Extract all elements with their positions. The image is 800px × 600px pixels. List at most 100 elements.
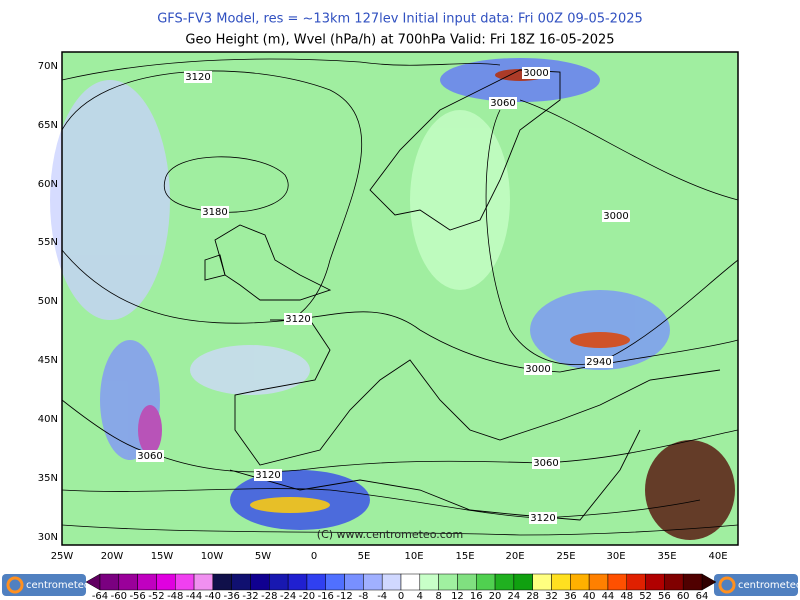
contour — [485, 109, 739, 365]
contour — [61, 249, 739, 373]
contour-label: 3180 — [202, 207, 227, 218]
colorbar-label: -32 — [242, 591, 258, 600]
contour-labels: 3120 3180 3120 3000 3060 3000 2940 3000 3060 3120… — [136, 67, 630, 524]
lat-label: 65N — [38, 120, 58, 131]
colorbar-box — [175, 573, 195, 591]
logo-text: centrometeo — [738, 580, 800, 591]
colorbar-box — [570, 573, 590, 591]
colorbar-box — [306, 573, 326, 591]
map-area — [50, 51, 739, 546]
colorbar-box — [212, 573, 232, 591]
colorbar-label: -60 — [111, 591, 127, 600]
colorbar-label: 28 — [526, 591, 539, 600]
colorbar-label: 44 — [602, 591, 615, 600]
contour-label-bg — [136, 450, 164, 462]
colorbar-label: -44 — [186, 591, 202, 600]
colorbar-label: 60 — [677, 591, 690, 600]
colorbar-label: 16 — [470, 591, 483, 600]
colorbar-label: -52 — [148, 591, 164, 600]
colorbar-label: 52 — [639, 591, 652, 600]
colorbar-label: -8 — [358, 591, 368, 600]
colorbar-label: 4 — [417, 591, 423, 600]
colorbar-box — [231, 573, 251, 591]
contour — [519, 99, 739, 201]
colorbar-box — [193, 573, 214, 591]
contour — [61, 70, 363, 321]
coast-britain — [214, 224, 332, 301]
colorbar-box — [118, 573, 138, 591]
lat-label: 45N — [38, 355, 58, 366]
logo-ring — [718, 576, 736, 594]
colorbar-label: -20 — [299, 591, 315, 600]
contour-label: 3120 — [255, 470, 280, 481]
coast-ireland — [204, 254, 226, 281]
lat-label: 40N — [38, 414, 58, 425]
colorbar-label: 0 — [398, 591, 404, 600]
coast-scandinavia — [369, 69, 561, 231]
colorbar-label: 12 — [451, 591, 464, 600]
lon-label: 35E — [657, 551, 676, 562]
contour-label: 3000 — [523, 68, 548, 79]
lon-label: 15W — [151, 551, 174, 562]
map-frame — [61, 51, 739, 546]
colorbar-label: -64 — [92, 591, 108, 600]
contour-label: 3060 — [533, 458, 558, 469]
contour-label: 3000 — [525, 364, 550, 375]
contour-label-bg — [602, 210, 630, 222]
colorbar-label: 20 — [489, 591, 502, 600]
colorbar-label: 8 — [435, 591, 441, 600]
logo-box — [2, 574, 86, 596]
colorbar-box — [344, 573, 364, 591]
lon-label: 25W — [51, 551, 74, 562]
contour-label-bg — [254, 469, 282, 481]
colorbar-label: -24 — [280, 591, 296, 600]
lon-label: 40E — [708, 551, 727, 562]
lat-label: 50N — [38, 296, 58, 307]
lat-label: 70N — [38, 61, 58, 72]
colorbar-box — [551, 573, 571, 591]
lon-label: 10W — [201, 551, 224, 562]
contour-label-bg — [532, 457, 560, 469]
lat-label: 30N — [38, 532, 58, 543]
lat-label: 60N — [38, 179, 58, 190]
colorbar-box — [682, 573, 703, 591]
logo-box — [714, 574, 798, 596]
colorbar-label: -48 — [167, 591, 183, 600]
lon-label: 20E — [505, 551, 524, 562]
colorbar-label: 32 — [545, 591, 558, 600]
colorbar-box — [494, 573, 515, 591]
blob — [410, 110, 510, 290]
colorbar-label: -56 — [129, 591, 145, 600]
colorbar-label: 36 — [564, 591, 577, 600]
colorbar-box — [137, 573, 157, 591]
contour — [163, 156, 289, 213]
logo-ring — [6, 576, 24, 594]
colorbar-label: -16 — [318, 591, 334, 600]
lon-label: 5W — [255, 551, 271, 562]
blob — [190, 345, 310, 395]
coast-south — [234, 319, 721, 466]
colorbar-box — [513, 573, 533, 591]
colorbar-label: 24 — [508, 591, 521, 600]
logo-right: centrometeo — [714, 574, 800, 596]
colorbar-box — [626, 573, 646, 591]
colorbar-box — [269, 573, 289, 591]
contour-label: 2940 — [586, 357, 611, 368]
lon-label: 25E — [556, 551, 575, 562]
colorbar-label: 40 — [583, 591, 596, 600]
colorbar-box — [532, 573, 552, 591]
colorbar-box — [664, 573, 684, 591]
colorbar-box — [419, 573, 439, 591]
header-line1: GFS-FV3 Model, res = ~13km 127lev Initia… — [157, 12, 643, 27]
colorbar-label: -4 — [377, 591, 387, 600]
colorbar-box — [250, 573, 270, 591]
colorbar-label: 56 — [658, 591, 671, 600]
lon-label: 15E — [455, 551, 474, 562]
blob — [645, 440, 735, 540]
colorbar-box — [287, 573, 308, 591]
contour-label-bg — [524, 363, 552, 375]
colorbar-label: -36 — [224, 591, 240, 600]
blob — [570, 332, 630, 348]
colorbar-box — [99, 573, 120, 591]
